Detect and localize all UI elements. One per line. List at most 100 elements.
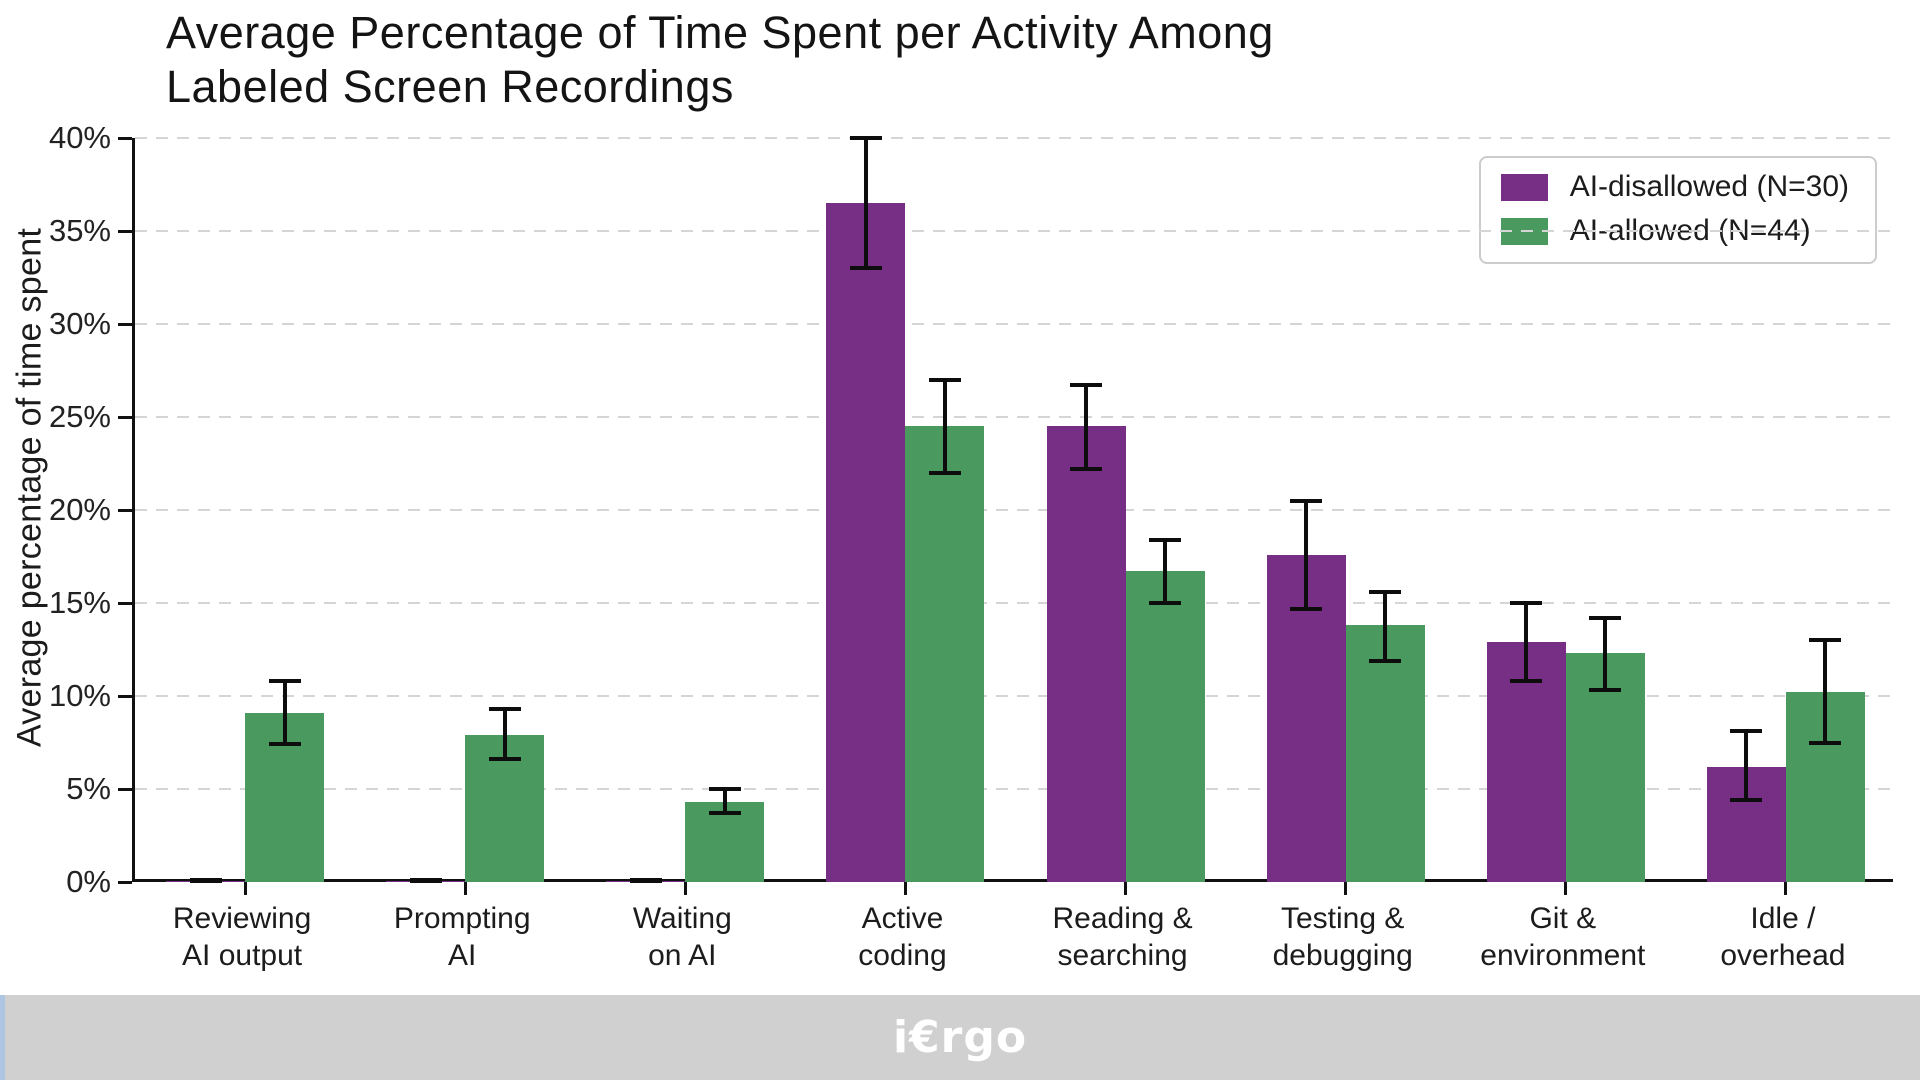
- x-tick-0: [243, 882, 247, 895]
- gridline-25: [135, 416, 1893, 418]
- y-tick-label-10: 10%: [48, 678, 111, 713]
- error-bar-1-2: [722, 789, 727, 814]
- error-bar-0-5: [1304, 500, 1309, 609]
- y-tick-10: [118, 694, 132, 698]
- gridline-35: [135, 230, 1893, 232]
- error-bar-0-7: [1744, 731, 1749, 801]
- y-tick-label-35: 35%: [48, 213, 111, 248]
- error-bar-1-6: [1603, 617, 1608, 691]
- error-cap-bottom-1-2: [708, 811, 741, 816]
- error-cap-bottom-1-1: [488, 757, 521, 762]
- error-cap-top-0-6: [1510, 601, 1543, 605]
- error-cap-bottom-1-6: [1589, 688, 1622, 693]
- y-tick-5: [118, 787, 132, 791]
- legend: AI-disallowed (N=30) AI-allowed (N=44): [1478, 156, 1877, 264]
- legend-label-ai-disallowed: AI-disallowed (N=30): [1569, 170, 1849, 203]
- error-cap-bottom-0-7: [1730, 798, 1763, 803]
- y-tick-label-0: 0%: [66, 864, 111, 899]
- error-cap-top-0-3: [849, 136, 882, 140]
- x-tick-label-5: Testing & debugging: [1272, 902, 1413, 972]
- footer-bar: i€rgo: [0, 995, 1920, 1080]
- bar-allowed-2: [685, 802, 765, 882]
- error-cap-top-1-6: [1589, 615, 1622, 620]
- y-tick-40: [118, 136, 132, 140]
- y-tick-35: [118, 229, 132, 233]
- gridline-40: [135, 137, 1893, 139]
- y-tick-label-5: 5%: [66, 771, 111, 806]
- error-cap-bottom-0-1: [409, 879, 442, 883]
- x-tick-3: [903, 882, 907, 895]
- y-tick-label-15: 15%: [48, 585, 111, 620]
- error-cap-top-1-4: [1149, 537, 1182, 542]
- x-tick-4: [1124, 882, 1128, 895]
- y-tick-label-40: 40%: [48, 120, 111, 155]
- gridline-5: [135, 788, 1893, 790]
- x-tick-label-1: Prompting AI: [393, 902, 531, 972]
- error-cap-top-1-5: [1369, 589, 1402, 594]
- error-bar-0-6: [1524, 603, 1529, 682]
- error-cap-bottom-1-0: [268, 742, 301, 747]
- y-tick-15: [118, 601, 132, 605]
- y-tick-25: [118, 415, 132, 419]
- gridline-20: [135, 509, 1893, 511]
- error-cap-bottom-0-6: [1510, 679, 1543, 684]
- error-cap-bottom-0-2: [629, 879, 662, 883]
- error-bar-1-3: [942, 379, 947, 473]
- bar-allowed-3: [905, 426, 985, 882]
- error-cap-top-1-3: [928, 377, 961, 382]
- x-tick-label-0: Reviewing AI output: [172, 902, 312, 972]
- bar-disallowed-3: [826, 203, 906, 882]
- legend-swatch-ai-disallowed: [1500, 173, 1548, 201]
- error-cap-top-0-5: [1290, 498, 1323, 503]
- error-bar-1-0: [282, 681, 287, 745]
- x-tick-label-2: Waiting on AI: [632, 902, 732, 972]
- y-tick-label-25: 25%: [48, 399, 111, 434]
- y-tick-0: [118, 880, 132, 884]
- bar-disallowed-4: [1046, 426, 1126, 882]
- error-cap-top-0-7: [1730, 729, 1763, 734]
- error-bar-1-5: [1383, 591, 1388, 661]
- x-tick-label-4: Reading & searching: [1052, 902, 1193, 972]
- x-tick-7: [1784, 882, 1788, 895]
- x-tick-1: [463, 882, 467, 895]
- error-bar-0-3: [863, 138, 868, 269]
- error-cap-bottom-1-7: [1809, 740, 1842, 745]
- gridline-30: [135, 323, 1893, 325]
- x-tick-label-7: Idle / overhead: [1720, 902, 1846, 972]
- error-cap-bottom-0-3: [849, 266, 882, 271]
- error-cap-bottom-0-4: [1070, 467, 1103, 472]
- plot-area: AI-disallowed (N=30) AI-allowed (N=44) 0…: [49, 120, 1893, 899]
- gridline-15: [135, 602, 1893, 604]
- x-tick-2: [683, 882, 687, 895]
- error-cap-bottom-1-3: [928, 470, 961, 475]
- y-tick-label-20: 20%: [48, 492, 111, 527]
- legend-item-ai-disallowed: AI-disallowed (N=30): [1500, 170, 1849, 204]
- error-cap-top-1-1: [488, 707, 521, 712]
- error-cap-bottom-0-5: [1290, 606, 1323, 611]
- x-tick-label-3: Active coding: [858, 902, 947, 972]
- bar-allowed-5: [1345, 625, 1425, 882]
- x-tick-5: [1344, 882, 1348, 895]
- error-bar-1-1: [502, 709, 507, 760]
- bar-allowed-4: [1125, 571, 1205, 882]
- error-cap-bottom-0-0: [189, 879, 222, 883]
- error-bar-0-4: [1084, 385, 1089, 470]
- error-cap-top-0-4: [1070, 383, 1103, 388]
- error-bar-1-7: [1823, 640, 1828, 743]
- y-tick-20: [118, 508, 132, 512]
- error-cap-top-1-0: [268, 679, 301, 684]
- error-cap-top-1-7: [1809, 638, 1842, 643]
- y-tick-label-30: 30%: [48, 306, 111, 341]
- y-tick-30: [118, 322, 132, 326]
- error-bar-1-4: [1163, 539, 1168, 603]
- error-cap-top-1-2: [708, 787, 741, 791]
- iergo-logo: i€rgo: [892, 1012, 1028, 1063]
- x-tick-6: [1564, 882, 1568, 895]
- footer-accent-strip: [0, 995, 5, 1080]
- error-cap-bottom-1-5: [1369, 658, 1402, 663]
- error-cap-bottom-1-4: [1149, 601, 1182, 605]
- chart-title: Average Percentage of Time Spent per Act…: [166, 7, 1274, 112]
- x-tick-label-6: Git & environment: [1480, 902, 1646, 972]
- gridline-10: [135, 695, 1893, 697]
